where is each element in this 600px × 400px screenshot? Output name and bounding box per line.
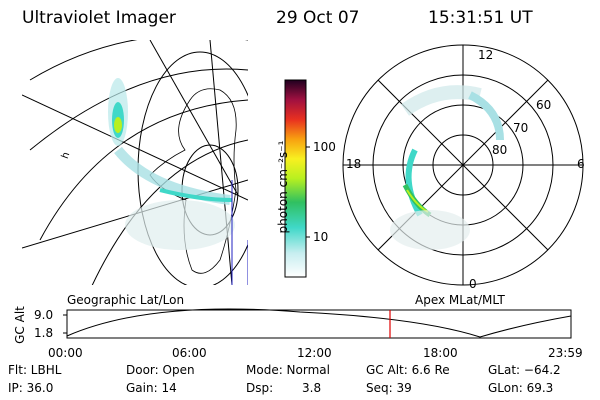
info-filter: Flt: LBHL [8, 363, 62, 377]
colorbar [284, 79, 307, 278]
altitude-xtick-1800: 18:00 [423, 346, 458, 360]
time-label: 15:31:51 UT [428, 8, 533, 28]
altitude-xtick-0000: 00:00 [48, 346, 83, 360]
polar-mlt-12: 12 [478, 48, 494, 62]
polar-panel-label: Apex MLat/MLT [415, 293, 505, 307]
colorbar-unit-label: photon cm⁻²s⁻¹ [276, 140, 290, 234]
polar-mlt-0: 0 [469, 277, 477, 291]
altitude-plot-frame [66, 309, 572, 339]
altitude-ytick-high: 9.0 [34, 308, 54, 322]
info-gc-alt: GC Alt: 6.6 Re [366, 363, 450, 377]
altitude-xtick-1200: 12:00 [297, 346, 332, 360]
altitude-xtick-2359: 23:59 [548, 346, 583, 360]
polar-mlt-6: 6 [577, 157, 585, 171]
info-mode: Mode: Normal [246, 363, 330, 377]
info-glat: GLat: −64.2 [488, 363, 561, 377]
altitude-ytick-low: 1.8 [34, 326, 54, 340]
altitude-ylabel: GC Alt [13, 306, 27, 344]
geo-panel-label: Geographic Lat/Lon [67, 293, 185, 307]
info-dsp-label: Dsp: [246, 381, 274, 395]
instrument-title: Ultraviolet Imager [22, 8, 176, 28]
polar-plot [342, 44, 584, 286]
geographic-map [22, 40, 248, 285]
info-seq: Seq: 39 [366, 381, 412, 395]
info-ip: IP: 36.0 [8, 381, 54, 395]
colorbar-tick-100: 100 [313, 140, 336, 154]
date-label: 29 Oct 07 [276, 8, 360, 28]
altitude-xtick-0600: 06:00 [172, 346, 207, 360]
altitude-curve [66, 308, 572, 338]
colorbar-tick-10: 10 [313, 230, 329, 244]
polar-lat-70: 70 [513, 121, 529, 135]
polar-lat-80: 80 [492, 143, 508, 157]
info-glon: GLon: 69.3 [488, 381, 554, 395]
info-gain: Gain: 14 [126, 381, 177, 395]
polar-lat-60: 60 [536, 98, 552, 112]
info-dsp-value: 3.8 [302, 381, 322, 395]
polar-mlt-18: 18 [346, 157, 362, 171]
info-door: Door: Open [126, 363, 195, 377]
